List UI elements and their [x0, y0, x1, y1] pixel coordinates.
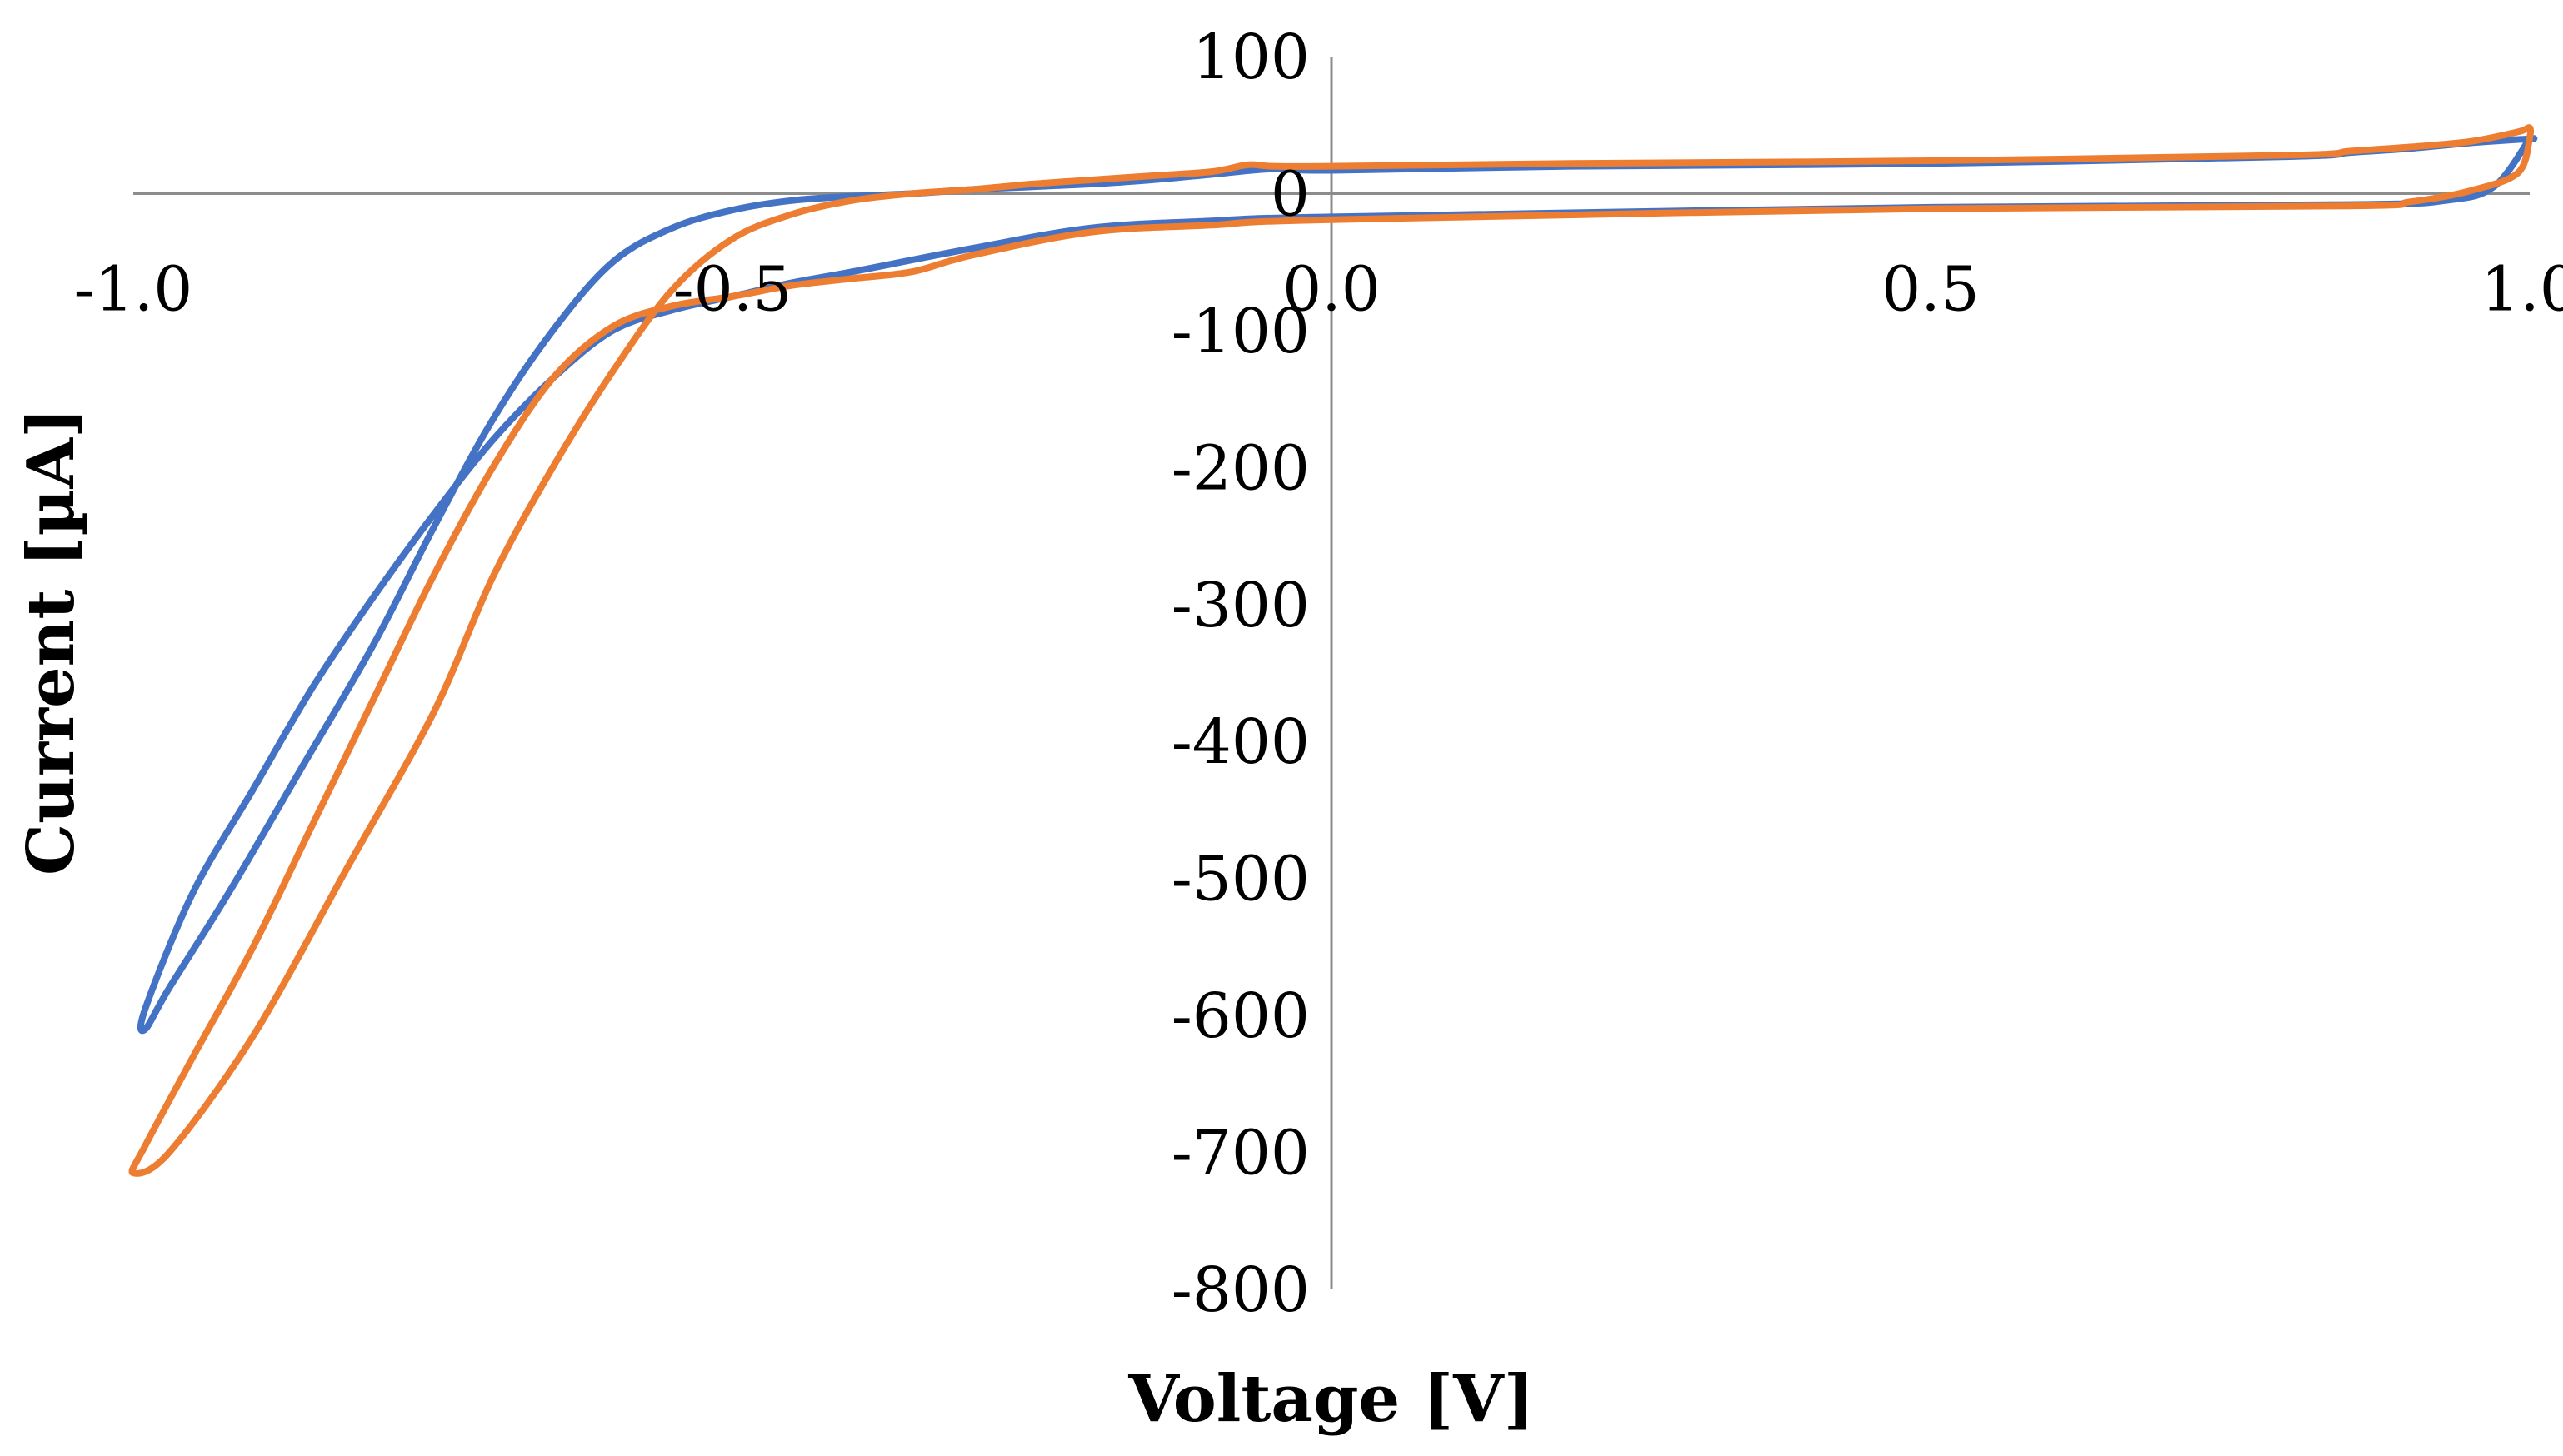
y-tick-label: 0: [1271, 158, 1310, 230]
y-tick-label: -200: [1172, 432, 1310, 504]
x-tick-label: 1.0: [2481, 253, 2563, 325]
y-tick-label: -500: [1172, 844, 1310, 915]
x-tick-label: -1.0: [74, 253, 193, 325]
axes: [133, 57, 2530, 1289]
x-tick-labels: -1.0 -0.5 0.0 0.5 1.0: [74, 253, 2563, 325]
y-tick-label: -400: [1172, 706, 1310, 778]
series-layer: [128, 124, 2538, 1177]
y-tick-label: -700: [1172, 1118, 1310, 1189]
x-tick-label: -0.5: [673, 253, 792, 325]
x-axis-title: Voltage [V]: [1127, 1361, 1534, 1437]
series-1-line: [137, 135, 2538, 1035]
y-tick-labels: 100 0 -100 -200 -300 -400 -500 -600 -700 -800: [1172, 22, 1310, 1326]
x-tick-label: 0.5: [1881, 253, 1980, 325]
y-tick-label: 100: [1192, 22, 1310, 93]
y-tick-label: -300: [1172, 570, 1310, 641]
y-tick-label: -100: [1172, 296, 1310, 367]
x-tick-label: 0.0: [1282, 253, 1381, 325]
y-tick-label: -600: [1172, 980, 1310, 1052]
y-axis-title: Current [µA]: [13, 407, 89, 875]
y-tick-label: -800: [1172, 1254, 1310, 1326]
series-2-line: [128, 124, 2535, 1177]
